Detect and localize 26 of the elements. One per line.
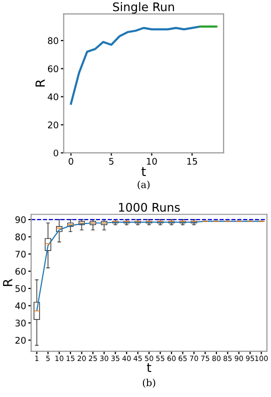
chart-title: Single Run (113, 2, 174, 14)
line-series (70, 25, 202, 105)
y-tick-label: 60 (15, 268, 26, 275)
chart-title: 1000 Runs (119, 202, 180, 212)
x-tick-label: 10 (146, 158, 157, 165)
y-tick-label: 40 (48, 93, 58, 100)
x-tick-label: 5 (109, 158, 114, 165)
y-tick-label: 80 (15, 234, 26, 240)
y-axis-title: R (3, 278, 12, 286)
text: (a) (138, 180, 150, 190)
y-tick-label: 0 (54, 150, 58, 156)
y-tick-label: 50 (16, 285, 26, 292)
x-axis-title: t (142, 167, 146, 176)
y-tick-label: 40 (15, 302, 26, 310)
x-tick-label: 15 (187, 158, 198, 165)
y-tick-label: 20 (15, 336, 26, 344)
y-tick-label: 80 (48, 37, 58, 44)
y-tick-label: 60 (48, 65, 58, 72)
x-tick-label: 0 (68, 158, 74, 165)
y-tick-label: 90 (15, 216, 26, 224)
y-tick-label: 20 (48, 122, 58, 128)
y-axis-title: R (36, 79, 45, 86)
y-tick-label: 70 (16, 250, 26, 258)
x-axis-title: t (146, 363, 152, 372)
text: (b) (142, 378, 156, 388)
y-tick-label: 30 (16, 320, 26, 326)
